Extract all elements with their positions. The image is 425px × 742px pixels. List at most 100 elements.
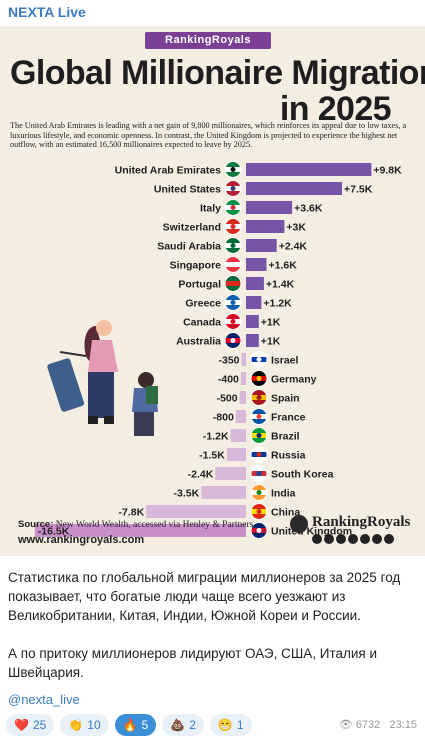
source-note: Source: New World Wealth, accessed via H… <box>18 519 254 530</box>
message-text: Статистика по глобальной миграции миллио… <box>8 568 418 701</box>
channel-name[interactable]: NEXTA Live <box>8 4 86 20</box>
message-paragraph-2: А по притоку миллионеров лидируют ОАЭ, С… <box>8 646 378 680</box>
migration-bar-chart: United Arab Emirates +9.8K United States +7… <box>34 161 402 539</box>
value-label: +2.4K <box>279 241 308 253</box>
poster-title-line1: Global Millionaire Migration <box>10 54 425 92</box>
threads-icon <box>348 534 358 544</box>
flag-greece-icon <box>224 294 242 311</box>
reaction-button[interactable]: ❤️ 25 <box>6 714 55 736</box>
reaction-button[interactable]: 😁 1 <box>209 714 252 736</box>
country-label: Italy <box>200 203 221 215</box>
bar-switzerland <box>246 220 285 233</box>
country-label: South Korea <box>271 469 334 481</box>
value-label: -350 <box>218 355 239 367</box>
bar-united-states <box>246 182 342 195</box>
country-label: China <box>271 507 300 519</box>
value-label: -1.2K <box>203 431 229 443</box>
value-label: +1.4K <box>266 279 295 291</box>
channel-tag-link[interactable]: @nexta_live <box>8 692 80 707</box>
fire-icon: 🔥 <box>122 718 138 732</box>
flag-united-states-icon <box>224 180 242 197</box>
tiktok-icon <box>372 534 382 544</box>
bar-united-arab-emirates <box>246 163 372 176</box>
country-label: Russia <box>271 450 306 462</box>
value-label: -400 <box>218 374 239 386</box>
value-label: -800 <box>213 412 234 424</box>
reaction-button[interactable]: 👏 10 <box>60 714 109 736</box>
youtube-icon <box>324 534 334 544</box>
social-icons <box>312 534 394 544</box>
bar-brazil <box>230 429 246 442</box>
logo-text: RankingRoyals <box>312 514 411 530</box>
reaction-count: 5 <box>141 718 149 732</box>
views-icon: 👁 <box>338 719 353 731</box>
country-label: Germany <box>271 374 317 386</box>
flag-brazil-icon <box>250 427 268 444</box>
flag-portugal-icon <box>224 275 242 292</box>
bar-india <box>201 486 246 499</box>
bar-canada <box>246 315 259 328</box>
bar-china <box>146 505 246 518</box>
poster-title-line2: in 2025 <box>279 90 392 128</box>
country-label: Israel <box>271 355 299 367</box>
country-label: Switzerland <box>163 222 221 234</box>
clap-icon: 👏 <box>68 718 84 732</box>
country-label: Spain <box>271 393 300 405</box>
country-label: Singapore <box>170 260 222 272</box>
flag-canada-icon <box>224 313 242 330</box>
value-label: +9.8K <box>373 165 402 177</box>
reaction-count: 25 <box>32 718 47 732</box>
reaction-count: 1 <box>236 718 244 732</box>
value-label: +3K <box>286 222 306 234</box>
flag-israel-icon <box>250 351 268 368</box>
bar-united-kingdom <box>34 524 246 537</box>
message-paragraph-1: Статистика по глобальной миграции миллио… <box>8 570 401 623</box>
country-label: India <box>271 488 296 500</box>
value-label: -16.5K <box>38 526 70 538</box>
country-label: Australia <box>176 336 221 348</box>
infographic-image[interactable]: RankingRoyals Global Millionaire Migrati… <box>0 26 425 556</box>
bar-australia <box>246 334 259 347</box>
country-label: United States <box>154 184 221 196</box>
country-label: Canada <box>183 317 221 329</box>
message-time: 23:15 <box>389 719 417 731</box>
bar-israel <box>241 353 246 366</box>
bar-saudi-arabia <box>246 239 277 252</box>
reactions-bar: ❤️ 25 👏 10 🔥 5 💩 2 😁 1 <box>6 714 252 736</box>
x-icon <box>336 534 346 544</box>
value-label: +1K <box>261 317 281 329</box>
pinterest-icon <box>384 534 394 544</box>
flag-saudi-arabia-icon <box>224 237 242 254</box>
bar-singapore <box>246 258 267 271</box>
flag-united-kingdom-icon <box>250 522 268 539</box>
value-label: +7.5K <box>344 184 373 196</box>
value-label: -3.5K <box>174 488 200 500</box>
flag-south-korea-icon <box>250 465 268 482</box>
flag-france-icon <box>250 408 268 425</box>
reaction-button[interactable]: 💩 2 <box>162 714 204 736</box>
value-label: -7.8K <box>119 507 145 519</box>
reaction-count: 2 <box>189 718 196 732</box>
instagram-icon <box>360 534 370 544</box>
value-label: +1.2K <box>263 298 292 310</box>
bar-south-korea <box>215 467 246 480</box>
country-label: Brazil <box>271 431 300 443</box>
country-label: United Arab Emirates <box>115 165 222 177</box>
grin-icon: 😁 <box>217 718 233 732</box>
value-label: -2.4K <box>188 469 214 481</box>
value-label: +3.6K <box>294 203 323 215</box>
traveler-illustration <box>47 320 158 436</box>
flag-china-icon <box>250 503 268 520</box>
country-label: France <box>271 412 306 424</box>
bar-germany <box>240 372 246 385</box>
poop-icon: 💩 <box>170 718 186 732</box>
flag-australia-icon <box>224 332 242 349</box>
flag-switzerland-icon <box>224 218 242 235</box>
country-label: Saudi Arabia <box>157 241 221 253</box>
brand-pill: RankingRoyals <box>145 32 271 49</box>
value-label: -500 <box>217 393 238 405</box>
reaction-button[interactable]: 🔥 5 <box>114 714 157 736</box>
bar-portugal <box>246 277 264 290</box>
poster-description: The United Arab Emirates is leading with… <box>10 121 407 149</box>
website-url: www.rankingroyals.com <box>18 534 145 546</box>
